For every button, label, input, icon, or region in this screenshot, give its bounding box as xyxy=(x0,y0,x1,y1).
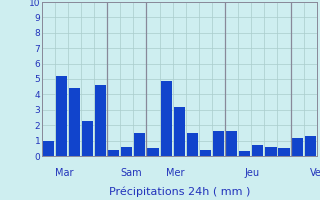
Bar xyxy=(95,85,106,156)
Bar xyxy=(121,147,132,156)
Bar xyxy=(200,150,211,156)
Bar xyxy=(239,151,250,156)
Bar xyxy=(56,76,67,156)
Bar xyxy=(252,145,263,156)
Bar xyxy=(69,88,80,156)
Bar xyxy=(292,138,303,156)
Bar xyxy=(187,133,198,156)
Bar xyxy=(161,81,172,156)
Bar xyxy=(174,107,185,156)
Bar xyxy=(213,131,224,156)
Text: Sam: Sam xyxy=(120,168,142,178)
Bar xyxy=(82,121,93,156)
Bar xyxy=(134,133,146,156)
Bar xyxy=(108,150,119,156)
Bar xyxy=(265,147,276,156)
Bar xyxy=(278,148,290,156)
Text: Précipitations 24h ( mm ): Précipitations 24h ( mm ) xyxy=(108,187,250,197)
Text: Ven: Ven xyxy=(310,168,320,178)
Bar xyxy=(43,141,54,156)
Text: Mer: Mer xyxy=(166,168,185,178)
Bar xyxy=(148,148,159,156)
Text: Jeu: Jeu xyxy=(245,168,260,178)
Bar xyxy=(305,136,316,156)
Text: Mar: Mar xyxy=(55,168,73,178)
Bar xyxy=(226,131,237,156)
